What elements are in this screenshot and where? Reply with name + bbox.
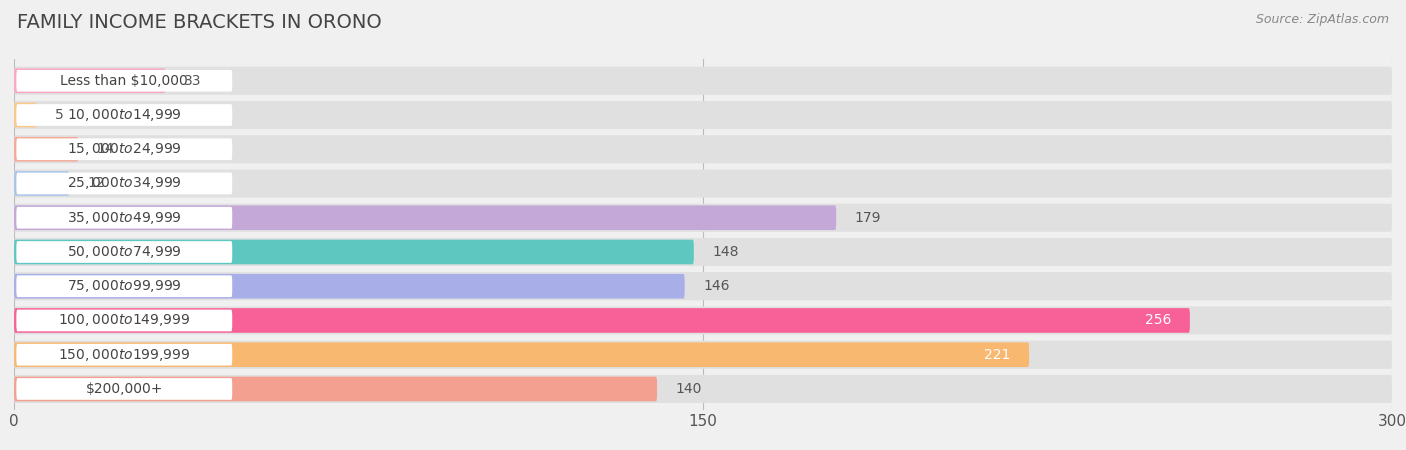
Text: 179: 179	[855, 211, 882, 225]
FancyBboxPatch shape	[14, 375, 1392, 403]
FancyBboxPatch shape	[14, 377, 657, 401]
FancyBboxPatch shape	[17, 173, 232, 194]
FancyBboxPatch shape	[14, 274, 685, 298]
FancyBboxPatch shape	[14, 204, 1392, 232]
Text: 33: 33	[184, 74, 201, 88]
FancyBboxPatch shape	[14, 308, 1189, 333]
FancyBboxPatch shape	[17, 241, 232, 263]
Text: $15,000 to $24,999: $15,000 to $24,999	[67, 141, 181, 157]
Text: 146: 146	[703, 279, 730, 293]
FancyBboxPatch shape	[17, 139, 232, 160]
FancyBboxPatch shape	[17, 207, 232, 229]
Text: Source: ZipAtlas.com: Source: ZipAtlas.com	[1256, 14, 1389, 27]
Text: $25,000 to $34,999: $25,000 to $34,999	[67, 176, 181, 192]
FancyBboxPatch shape	[14, 101, 1392, 129]
FancyBboxPatch shape	[14, 137, 79, 162]
Text: 140: 140	[675, 382, 702, 396]
FancyBboxPatch shape	[14, 170, 1392, 198]
Text: 14: 14	[97, 142, 114, 156]
FancyBboxPatch shape	[17, 104, 232, 126]
FancyBboxPatch shape	[14, 240, 693, 264]
FancyBboxPatch shape	[17, 378, 232, 400]
Text: $75,000 to $99,999: $75,000 to $99,999	[67, 278, 181, 294]
FancyBboxPatch shape	[14, 68, 166, 93]
FancyBboxPatch shape	[14, 135, 1392, 163]
Text: FAMILY INCOME BRACKETS IN ORONO: FAMILY INCOME BRACKETS IN ORONO	[17, 14, 381, 32]
FancyBboxPatch shape	[14, 103, 37, 127]
Text: 148: 148	[713, 245, 738, 259]
FancyBboxPatch shape	[17, 310, 232, 331]
Text: $35,000 to $49,999: $35,000 to $49,999	[67, 210, 181, 226]
Text: $10,000 to $14,999: $10,000 to $14,999	[67, 107, 181, 123]
Text: $50,000 to $74,999: $50,000 to $74,999	[67, 244, 181, 260]
Text: 256: 256	[1144, 314, 1171, 328]
FancyBboxPatch shape	[17, 275, 232, 297]
FancyBboxPatch shape	[17, 344, 232, 365]
FancyBboxPatch shape	[14, 205, 837, 230]
FancyBboxPatch shape	[14, 342, 1029, 367]
FancyBboxPatch shape	[17, 70, 232, 92]
Text: 221: 221	[984, 348, 1011, 362]
FancyBboxPatch shape	[14, 238, 1392, 266]
Text: $150,000 to $199,999: $150,000 to $199,999	[58, 346, 190, 363]
Text: $100,000 to $149,999: $100,000 to $149,999	[58, 312, 190, 328]
FancyBboxPatch shape	[14, 341, 1392, 369]
FancyBboxPatch shape	[14, 306, 1392, 334]
Text: $200,000+: $200,000+	[86, 382, 163, 396]
Text: 12: 12	[87, 176, 105, 190]
Text: Less than $10,000: Less than $10,000	[60, 74, 188, 88]
FancyBboxPatch shape	[14, 171, 69, 196]
FancyBboxPatch shape	[14, 67, 1392, 95]
FancyBboxPatch shape	[14, 272, 1392, 300]
Text: 5: 5	[55, 108, 65, 122]
